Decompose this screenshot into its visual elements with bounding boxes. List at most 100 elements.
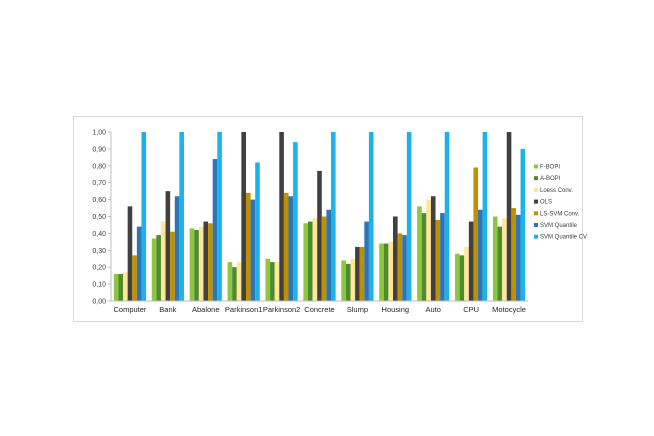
- legend: F-BOPI A-BOPI Loess Conv. OLS LS-SVM Conv. SV…: [534, 164, 587, 241]
- bar: [198, 226, 204, 301]
- bar: [312, 218, 318, 301]
- bar: [515, 214, 521, 301]
- y-tick-label: 0,40: [92, 231, 106, 238]
- x-axis: Computer Bank Abalone Parkinson1 Parkinson2 C…: [111, 300, 528, 314]
- bar: [274, 262, 280, 301]
- bar: [468, 221, 474, 301]
- legend-label: OLS: [540, 200, 552, 206]
- x-tick-label: Parkinson2: [263, 305, 301, 314]
- legend-label: SVM Quantile: [540, 223, 578, 229]
- bar: [136, 226, 142, 301]
- bar: [255, 162, 260, 301]
- bar: [217, 132, 222, 301]
- bar: [132, 255, 137, 301]
- bar: [141, 132, 147, 301]
- x-tick-label: Computer: [113, 305, 146, 314]
- bar: [118, 273, 124, 301]
- bar: [241, 132, 246, 301]
- bar: [113, 273, 119, 301]
- bar: [151, 238, 157, 301]
- bar: [170, 231, 175, 301]
- bar: [123, 272, 128, 301]
- bar: [359, 246, 365, 301]
- bar: [455, 253, 460, 301]
- bar: [317, 170, 322, 301]
- legend-swatch: [534, 211, 538, 216]
- bar: [492, 216, 498, 301]
- x-tick-label: Motocycle: [492, 305, 526, 314]
- y-tick-label: 0,80: [92, 163, 106, 170]
- bar: [506, 132, 512, 301]
- y-tick-label: 0,90: [92, 146, 106, 153]
- x-tick-label: Bank: [159, 305, 176, 314]
- legend-label: A-BOPI: [540, 176, 561, 182]
- bar: [194, 230, 199, 301]
- bar: [293, 142, 298, 301]
- bar: [497, 226, 503, 301]
- bar: [236, 262, 242, 301]
- bar: [393, 216, 398, 301]
- x-tick-label: Abalone: [192, 305, 220, 314]
- legend-swatch: [534, 187, 538, 192]
- y-tick-label: 0,00: [92, 299, 106, 306]
- x-tick-label: Parkinson1: [225, 305, 263, 314]
- x-tick-label: Slump: [347, 305, 368, 314]
- bar: [165, 191, 171, 301]
- bar: [288, 196, 294, 301]
- bar: [368, 132, 374, 301]
- bar: [364, 221, 369, 301]
- bar: [208, 223, 213, 301]
- bar: [426, 199, 431, 301]
- bar: [127, 206, 133, 301]
- bar: [379, 243, 384, 301]
- x-tick-label: CPU: [463, 305, 479, 314]
- bar: [331, 132, 336, 301]
- bar: [189, 228, 195, 301]
- bar: [279, 132, 284, 301]
- bar: [417, 206, 422, 301]
- legend-swatch: [534, 199, 538, 204]
- bar: [459, 255, 465, 301]
- bar: [464, 246, 469, 301]
- y-axis: 0,00 0,10 0,20 0,30 0,40 0,50 0,60 0,70 0,80 0,90…: [92, 130, 112, 306]
- y-tick-label: 0,60: [92, 197, 106, 204]
- bar: [345, 263, 351, 301]
- bar: [444, 132, 450, 301]
- bar: [341, 260, 346, 301]
- bar: [321, 216, 327, 301]
- bar: [160, 221, 166, 301]
- bar: [440, 213, 445, 301]
- y-tick-label: 0,10: [92, 282, 106, 289]
- bar: [179, 132, 184, 301]
- bar: [473, 167, 479, 301]
- bar: [227, 262, 233, 301]
- bar: [383, 243, 389, 301]
- legend-label: F-BOPI: [540, 165, 560, 171]
- bar: [245, 192, 251, 301]
- bar: [308, 221, 313, 301]
- bar: [520, 148, 526, 301]
- legend-label: Loess Conv.: [540, 188, 573, 194]
- bar: [232, 267, 237, 301]
- y-tick-label: 0,70: [92, 180, 106, 187]
- x-tick-label: Housing: [382, 305, 410, 314]
- bar: [482, 132, 488, 301]
- bar: [355, 246, 360, 301]
- bar: [421, 213, 427, 301]
- bar: [406, 132, 412, 301]
- legend-label: LS-SVM Conv.: [540, 211, 580, 217]
- bar: [511, 208, 516, 301]
- legend-swatch: [534, 176, 538, 181]
- bar: [388, 241, 394, 301]
- y-tick-label: 0,30: [92, 248, 106, 255]
- bar: [174, 196, 180, 301]
- legend-swatch: [534, 223, 538, 227]
- bar: [397, 233, 403, 301]
- x-tick-label: Auto: [426, 305, 441, 314]
- bar: [270, 262, 275, 301]
- bar: [402, 235, 407, 301]
- bar: [478, 209, 483, 301]
- bar: [283, 192, 289, 301]
- bar: [265, 258, 271, 301]
- legend-label: SVM Quantile CV: [540, 235, 587, 241]
